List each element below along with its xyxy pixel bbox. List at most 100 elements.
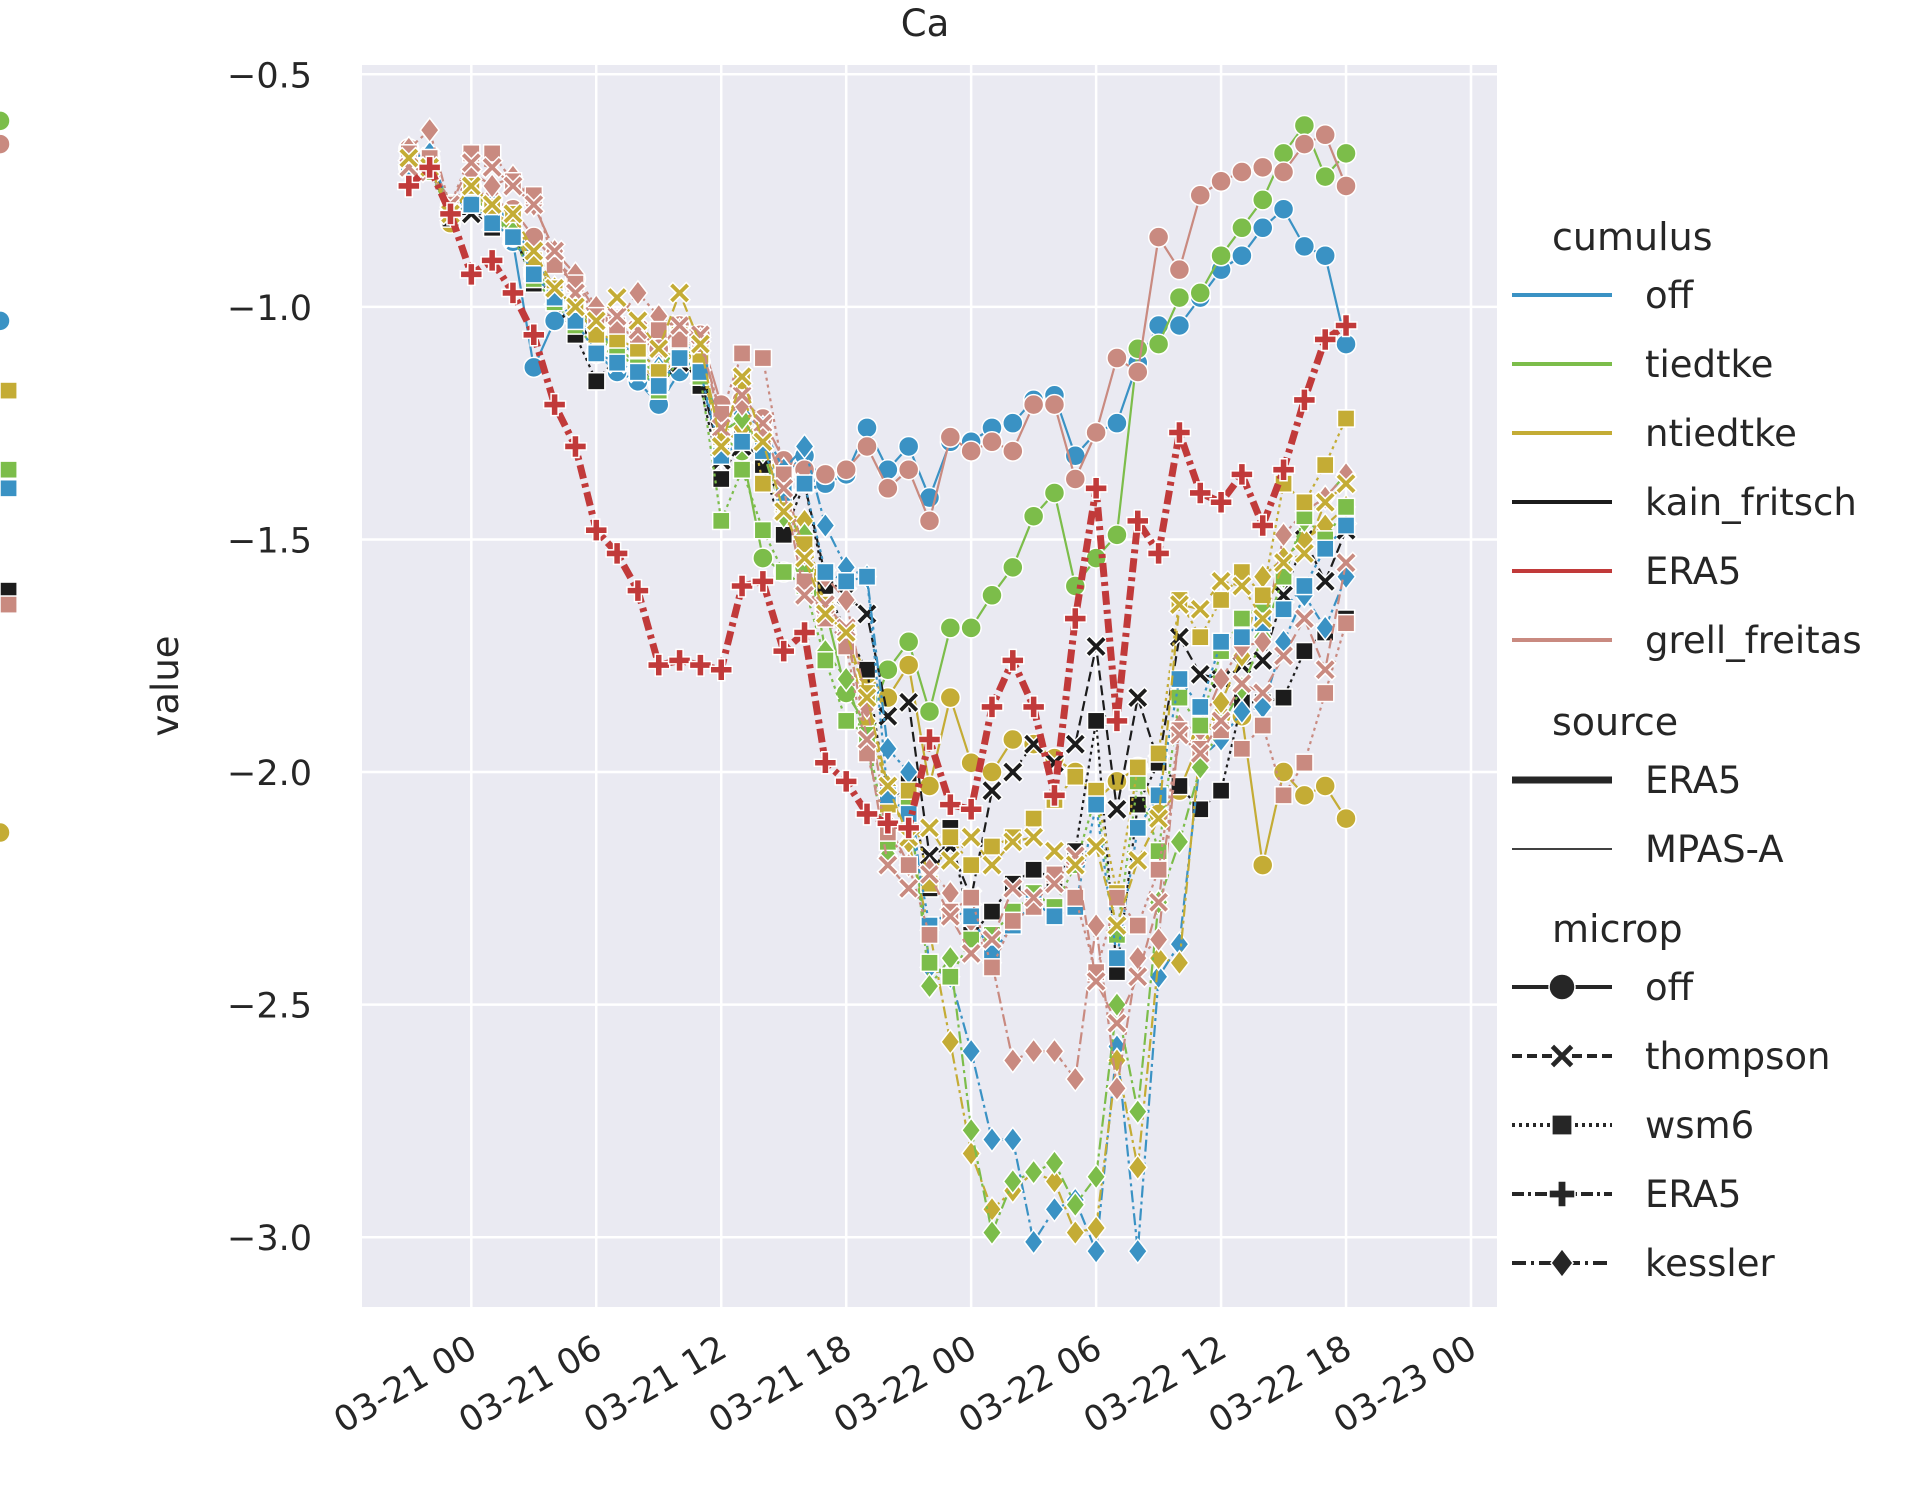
data-point xyxy=(1250,513,1275,538)
data-point xyxy=(1043,393,1066,416)
data-point xyxy=(566,311,585,331)
data-point xyxy=(1105,914,1129,938)
data-point xyxy=(836,637,856,656)
data-point xyxy=(1251,607,1275,631)
data-point xyxy=(753,474,773,493)
data-point xyxy=(1295,641,1314,661)
data-point xyxy=(835,665,857,693)
data-point xyxy=(1064,1191,1086,1218)
series-line xyxy=(408,156,1347,927)
data-point xyxy=(1313,569,1337,593)
data-point xyxy=(1231,217,1253,239)
data-point xyxy=(586,344,606,363)
data-point xyxy=(960,1037,982,1065)
data-point xyxy=(980,695,1004,719)
series-layer xyxy=(0,110,1358,1265)
data-point xyxy=(795,534,814,554)
data-point xyxy=(607,353,627,373)
data-point xyxy=(897,690,921,714)
data-point xyxy=(501,281,525,305)
data-point xyxy=(1086,795,1106,814)
data-point xyxy=(1147,314,1170,337)
data-point xyxy=(1251,189,1274,211)
data-point xyxy=(1272,142,1295,165)
data-point xyxy=(1231,698,1253,725)
data-point xyxy=(1086,711,1106,731)
data-point xyxy=(1002,440,1024,462)
data-point xyxy=(1023,1228,1044,1256)
data-point xyxy=(1002,1168,1024,1195)
legend-label: kain_fritsch xyxy=(1645,481,1857,524)
data-point xyxy=(1001,876,1025,900)
data-point xyxy=(1251,156,1274,179)
data-point xyxy=(1167,593,1191,617)
data-point xyxy=(917,727,942,752)
data-point xyxy=(1211,590,1231,610)
data-point xyxy=(501,202,525,226)
data-point xyxy=(1043,482,1066,504)
data-point xyxy=(605,541,629,566)
data-point xyxy=(1003,911,1023,931)
data-point xyxy=(0,478,18,498)
data-point xyxy=(835,458,857,481)
legend-label: thompson xyxy=(1645,1035,1831,1078)
data-point xyxy=(397,146,421,170)
legend-label: off xyxy=(1645,274,1695,317)
data-point xyxy=(1188,597,1212,621)
data-point xyxy=(1188,662,1212,686)
y-tick-label: −3.0 xyxy=(227,1219,312,1259)
data-point xyxy=(647,653,671,677)
data-point xyxy=(939,617,962,639)
data-point xyxy=(917,816,942,840)
data-point xyxy=(1313,327,1337,352)
data-point xyxy=(834,620,858,645)
series-line xyxy=(408,166,1347,974)
data-point xyxy=(980,779,1004,803)
data-point xyxy=(1085,421,1107,444)
data-point xyxy=(1188,481,1212,505)
data-point xyxy=(1230,462,1254,487)
data-point xyxy=(0,460,18,480)
data-point xyxy=(814,463,837,486)
data-point xyxy=(1251,854,1274,876)
data-point xyxy=(1315,539,1335,559)
data-point xyxy=(918,700,941,723)
data-point xyxy=(1170,688,1189,707)
data-point xyxy=(980,928,1004,952)
data-point xyxy=(0,821,11,844)
data-point xyxy=(732,432,752,452)
data-point xyxy=(982,902,1002,921)
data-point xyxy=(877,735,899,763)
data-point xyxy=(730,365,754,389)
data-point xyxy=(1336,497,1356,517)
data-point xyxy=(793,583,817,607)
data-point xyxy=(753,520,773,540)
data-point xyxy=(711,469,731,489)
data-point xyxy=(1022,505,1045,527)
data-point xyxy=(419,116,440,144)
data-point xyxy=(1126,848,1150,872)
data-point xyxy=(1168,258,1191,281)
data-point xyxy=(961,855,981,875)
data-point xyxy=(896,816,921,840)
series-line xyxy=(408,161,1347,1234)
data-point xyxy=(480,193,504,217)
data-point xyxy=(1189,184,1211,206)
data-point xyxy=(1230,574,1254,598)
data-point xyxy=(1107,888,1127,907)
data-point xyxy=(835,586,857,614)
chart-title: Ca xyxy=(901,2,950,45)
legend-label: ERA5 xyxy=(1645,759,1741,802)
x-tick-label: 03-21 18 xyxy=(702,1328,858,1441)
data-point xyxy=(940,967,960,987)
data-point xyxy=(939,426,962,448)
data-point xyxy=(960,1140,982,1167)
data-point xyxy=(1065,888,1085,907)
data-point xyxy=(605,286,629,310)
data-point xyxy=(1084,969,1108,993)
x-tick-label: 03-22 12 xyxy=(1077,1328,1233,1441)
data-point xyxy=(584,309,608,333)
data-point xyxy=(1128,916,1148,935)
